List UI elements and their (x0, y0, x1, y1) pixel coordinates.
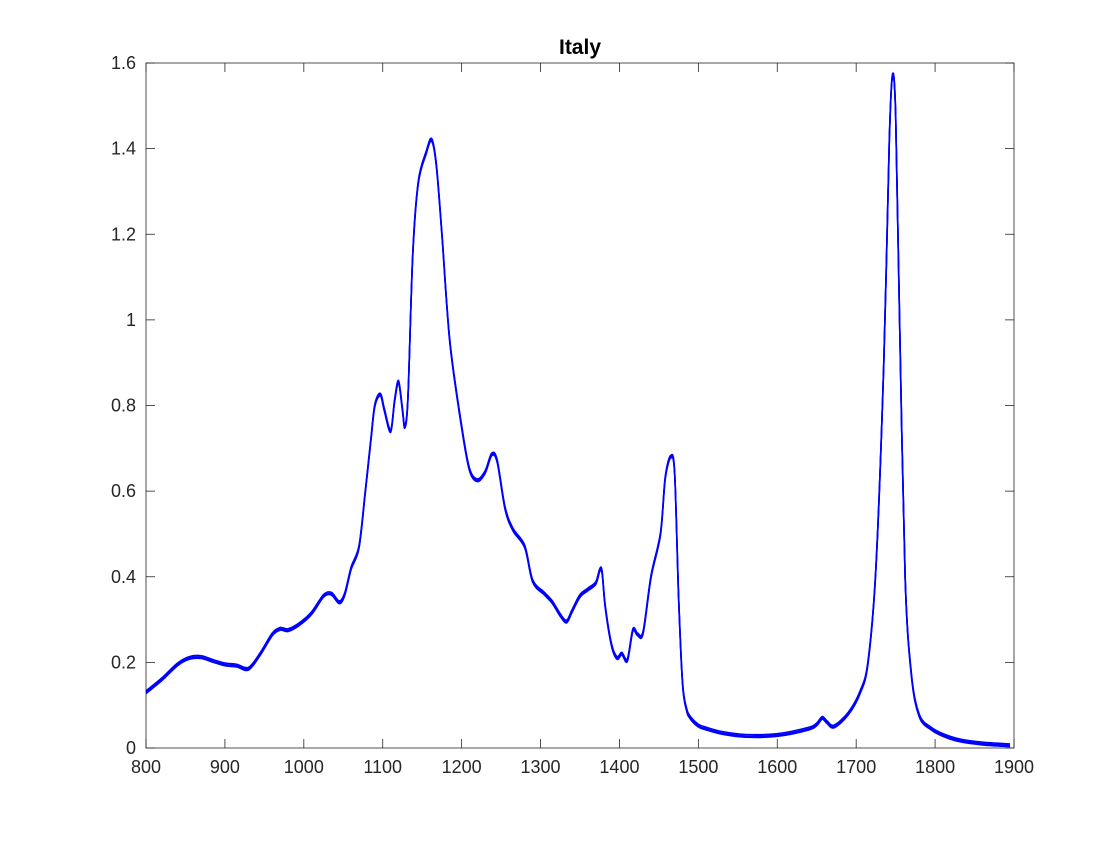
y-tick-label: 0 (126, 738, 136, 758)
y-tick-label: 1.2 (111, 224, 136, 244)
x-tick-label: 1800 (915, 757, 955, 777)
y-tick-label: 0.4 (111, 567, 136, 587)
y-tick-label: 1 (126, 310, 136, 330)
y-tick-label: 0.6 (111, 481, 136, 501)
x-tick-label: 1200 (442, 757, 482, 777)
series-layer (145, 72, 1011, 748)
x-tick-label: 1600 (757, 757, 797, 777)
chart-title: Italy (559, 36, 601, 59)
x-tick-label: 1400 (599, 757, 639, 777)
series-line (145, 73, 1011, 747)
x-tick-label: 800 (131, 757, 161, 777)
x-tick-label: 1100 (363, 757, 402, 777)
series-line-trace (145, 75, 1011, 748)
y-tick-label: 1.4 (111, 139, 136, 159)
x-tick-label: 1000 (284, 757, 324, 777)
y-tick-label: 0.2 (111, 652, 136, 672)
x-tick-label: 900 (210, 757, 240, 777)
axis-ticks: 800 900 1000 1100 1200 1300 1400 1500 1600 1700 18… (111, 53, 1034, 777)
x-tick-label: 1900 (994, 757, 1034, 777)
plot-area-frame (145, 62, 1015, 749)
x-tick-label: 1700 (836, 757, 876, 777)
x-tick-label: 1500 (678, 757, 718, 777)
y-tick-label: 0.8 (111, 396, 136, 416)
series-line-trace (145, 72, 1011, 745)
x-tick-label: 1300 (521, 757, 561, 777)
y-tick-label: 1.6 (111, 53, 136, 73)
